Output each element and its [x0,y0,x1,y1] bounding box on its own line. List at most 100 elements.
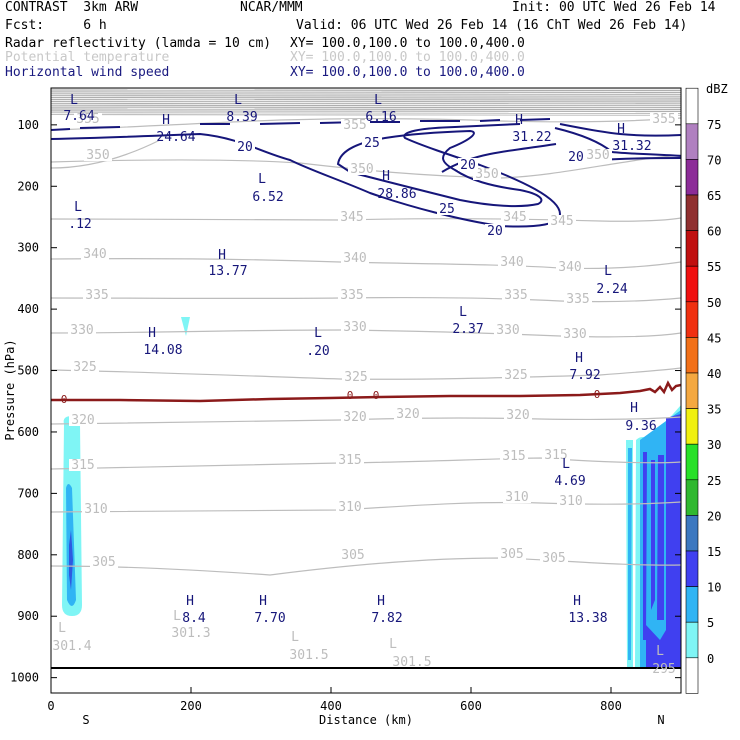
y-tick-label-6: 700 [17,486,39,500]
theta-label-bg-1-2 [473,168,501,180]
theta-label-bg-5-3 [561,328,589,340]
theta-extremum-type-3: L [389,637,397,652]
wind-extremum-type-5: H [617,122,625,137]
theta-line-340 [51,258,681,270]
theta-label-330-3: 330 [563,327,586,342]
theta-label-325-1: 325 [344,370,367,385]
theta-label-340-1: 340 [343,251,366,266]
refl-left-15 [69,530,73,590]
theta-label-335-0: 335 [85,288,108,303]
x-axis-label: Distance (km) [319,713,413,727]
theta-label-bg-2-1 [501,211,529,223]
colorbar-box-16 [685,657,699,694]
wind-extremum-value-20: 13.38 [568,611,607,626]
colorbar-box-0 [685,87,699,125]
y-axis-label: Pressure (hPa) [3,339,17,440]
wind-extremum-value-5: 31.32 [612,139,651,154]
field-theta-xy: XY= 100.0,100.0 to 100.0,400.0 [290,50,525,65]
endpoint-left-label: S [82,713,89,727]
colorbar-label-15: 75 [707,118,721,132]
theta-extremum-value-3: 301.5 [392,655,431,670]
colorbar-box-4 [685,230,699,267]
theta-line-310 [51,501,681,513]
wind-extremum-value-18: 7.70 [254,611,285,626]
wind-extremum-value-9: 13.77 [208,264,247,279]
theta-line-350 [51,154,681,179]
theta-line-345 [51,217,681,222]
theta-line-330 [51,329,681,338]
theta-label-330-1: 330 [343,320,366,335]
theta-label-bg-7-3 [504,409,532,421]
theta-label-bg-4-2 [502,289,530,301]
theta-label-330-0: 330 [70,323,93,338]
theta-label-bg-3-0 [81,248,109,260]
theta-label-bg-1-3 [584,149,612,161]
wind-contour-label-25-1: 25 [439,202,455,217]
theta-label-bg-1-1 [348,163,376,175]
colorbar-box-3 [685,194,699,231]
theta-label-bg-7-2 [394,408,422,420]
valid-time: Valid: 06 UTC Wed 26 Feb 14 (16 ChT Wed … [296,18,688,33]
theta-label-305-2: 305 [500,547,523,562]
theta-label-bg-7-1 [341,411,369,423]
wind-label-bg-0-1 [458,158,478,171]
colorbar-box-9 [685,408,699,445]
theta-label-335-1: 335 [340,288,363,303]
theta-label-325-0: 325 [73,360,96,375]
wind-extremum-type-8: L [74,200,82,215]
wind-label-bg-0-2 [485,224,505,237]
colorbar-label-11: 55 [707,260,721,274]
wind-extremum-type-9: H [218,248,226,263]
field-reflectivity-xy: XY= 100.0,100.0 to 100.0,400.0 [290,36,525,51]
colorbar-unit: dBZ [706,82,728,96]
wind-extremum-value-16: 4.69 [554,474,585,489]
theta-label-340-0: 340 [83,247,106,262]
x-tick-label-3: 600 [460,699,482,713]
theta-label-bg-9-1 [336,501,364,513]
x-axis: 0 200 400 600 800 [47,687,622,713]
wind-extremum-type-11: L [459,305,467,320]
wind-extremum-value-4: 31.22 [512,130,551,145]
theta-label-bg-6-0 [71,361,99,373]
theta-label-345-1: 345 [503,210,526,225]
y-tick-label-3: 400 [17,302,39,316]
wind-extremum-value-1: 8.39 [226,110,257,125]
colorbar-label-8: 40 [707,367,721,381]
wind-extremum-value-11: 2.37 [452,322,483,337]
colorbar-box-15 [685,621,699,659]
theta-label-bg-3-2 [498,256,526,268]
colorbar-label-13: 65 [707,189,721,203]
theta-label-bg-3-1 [341,252,369,264]
theta-label-bg-8-0 [69,459,97,471]
theta-label-315-2: 315 [502,449,525,464]
zero-line-label-1: 0 [61,393,68,406]
theta-label-350-0: 350 [86,148,109,163]
wind-20-right [554,127,681,157]
wind-extremum-type-2: L [374,93,382,108]
theta-label-350-2: 350 [475,167,498,182]
y-tick-label-2: 300 [17,241,39,255]
theta-line-335 [51,297,681,303]
theta-extremum-type-0: L [58,621,66,636]
theta-label-bg-0-1 [341,119,369,131]
theta-label-bg-3-3 [556,261,584,273]
colorbar-label-9: 45 [707,331,721,345]
theta-label-bg-9-0 [82,503,110,515]
theta-label-340-2: 340 [500,255,523,270]
wind-extremum-value-8: .12 [68,217,91,232]
theta-label-330-2: 330 [496,323,519,338]
theta-label-bg-5-2 [494,324,522,336]
theta-extremum-value-4: 295 [652,662,675,677]
refl-right-15 [643,414,681,668]
theta-label-355-0: 355 [76,112,99,127]
wind-label-bg-1-1 [437,202,457,215]
x-tick-label-1: 200 [180,699,202,713]
theta-line-aux [51,139,161,169]
y-tick-label-8: 900 [17,609,39,623]
theta-label-bg-8-3 [542,449,570,461]
theta-extremum-type-4: L [656,644,664,659]
init-time: Init: 00 UTC Wed 26 Feb 14 [512,0,716,15]
colorbar-label-6: 30 [707,438,721,452]
